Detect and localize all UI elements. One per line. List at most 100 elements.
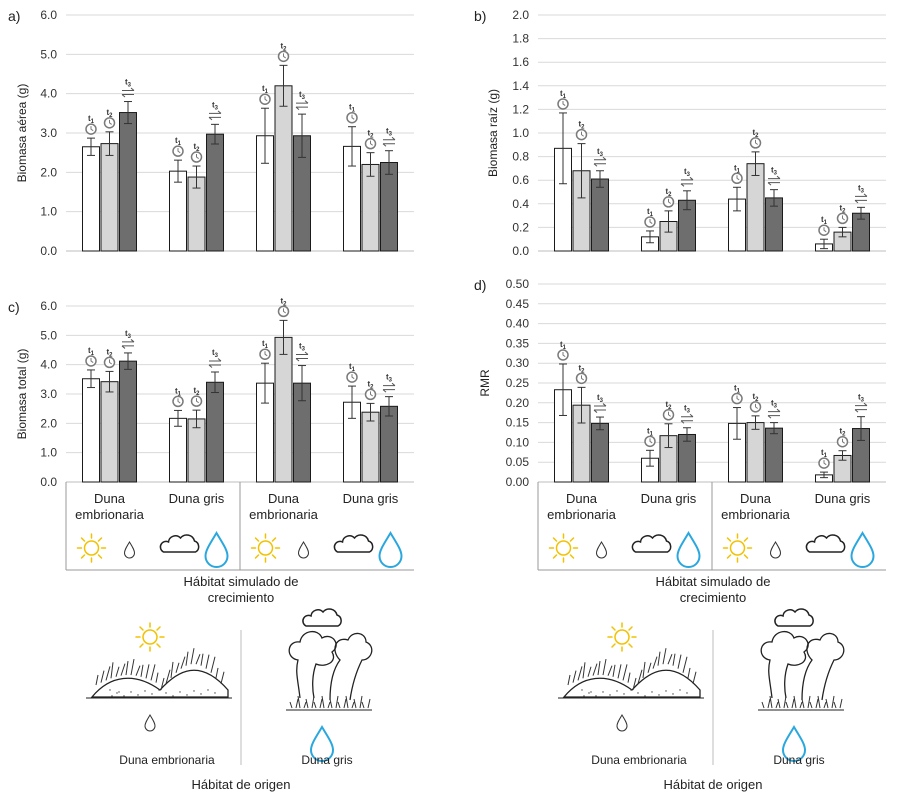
clock-hands (649, 218, 653, 224)
bar-t1-group-2 (169, 170, 187, 252)
arrow-right (681, 176, 694, 181)
clock-hands (351, 374, 355, 380)
arrow-left (854, 409, 867, 413)
time-label-t3: t3 (771, 166, 778, 177)
y-tick-label: 1.0 (40, 205, 57, 219)
y-tick-label: 6.0 (40, 8, 57, 22)
time-label-t2: t2 (839, 427, 846, 438)
arrow-right (122, 339, 135, 343)
origin-illustration-left: Duna embrionaria Duna gris Hábitat de orig… (86, 608, 373, 792)
time-label-t1: t1 (560, 340, 567, 351)
arrow-left (295, 106, 308, 111)
cloud-icon (333, 534, 374, 553)
clock-icon (818, 224, 830, 236)
arrow-left (121, 345, 134, 349)
clock-hands (842, 438, 845, 444)
clock-icon (85, 355, 97, 367)
clock-icon (836, 435, 849, 448)
time-label-t3: t3 (771, 399, 778, 410)
x-axis-title-right: Hábitat simulado de crecimiento (656, 574, 771, 605)
arrow-right (768, 175, 781, 180)
dune-sketch (86, 648, 232, 699)
clock-icon (731, 172, 743, 185)
swap-arrows-icon (295, 351, 309, 362)
time-label-t2: t2 (839, 203, 846, 214)
clock-hands (736, 395, 740, 401)
arrow-left (593, 163, 606, 167)
water-drop-large-icon (204, 532, 229, 568)
time-label-t1: t1 (349, 362, 356, 373)
y-tick-label: 1.4 (512, 79, 529, 93)
clock-icon (259, 93, 271, 105)
clock-icon (644, 435, 656, 448)
time-label-t3: t3 (386, 373, 393, 384)
clock-hands (668, 198, 671, 204)
sand-dot (679, 689, 681, 691)
chart-panel-b: 0.0 0.2 0.4 0.6 0.8 1.0 1.2 1.4 1.6 1.8 2.0 Biomasa… (474, 8, 886, 258)
clock-icon (818, 457, 830, 469)
y-tick-label: 0.15 (506, 416, 530, 430)
sand-dot (637, 692, 639, 694)
clock-icon (364, 388, 377, 401)
sand-dot (583, 695, 585, 697)
swap-arrows-icon (593, 403, 607, 413)
clock-icon (346, 371, 358, 383)
y-tick-label: 0.0 (40, 475, 57, 489)
origin-label-left: Duna embrionaria (591, 753, 687, 767)
group-label: Duna gris (169, 491, 225, 506)
bar-t3-group-1 (119, 112, 137, 252)
bar-t3-group-1 (591, 178, 609, 252)
origin-label-right: Duna gris (301, 753, 352, 767)
y-tick-label: 2.0 (40, 416, 57, 430)
sun-icon (250, 533, 281, 563)
sand-dot (658, 694, 660, 696)
bar-t2-group-3 (746, 163, 765, 252)
y-tick-label: 1.2 (512, 102, 529, 116)
group-label: Duna embrionaria (75, 491, 144, 522)
arrow-right (383, 382, 396, 387)
clock-icon (557, 349, 569, 361)
time-label-t1: t1 (560, 89, 567, 100)
bar-t3-group-4 (380, 162, 398, 252)
cloud-icon (805, 534, 846, 553)
time-label-t2: t2 (367, 379, 374, 390)
swap-arrows-icon (680, 176, 694, 187)
sand-dot (581, 689, 583, 691)
clock-icon (575, 372, 588, 385)
arrow-right (296, 351, 309, 356)
swap-arrows-icon (208, 110, 222, 121)
time-label-t1: t1 (734, 384, 741, 395)
arrow-left (121, 94, 134, 98)
time-label-t3: t3 (858, 183, 865, 194)
arrow-right (383, 136, 396, 141)
group-label: Duna gris (641, 491, 697, 506)
clock-hands (109, 359, 112, 365)
y-tick-label: 1.6 (512, 55, 529, 69)
arrow-right (122, 87, 135, 92)
clock-icon (364, 137, 377, 150)
water-drop-large-icon (850, 532, 875, 568)
clock-icon (749, 137, 762, 149)
bar-t3-group-3 (765, 427, 783, 483)
time-label-t1: t1 (349, 103, 356, 114)
bar-t3-group-1 (119, 360, 137, 483)
clock-hands (177, 148, 181, 154)
bar-t3-group-4 (380, 405, 398, 483)
clock-icon (731, 392, 743, 405)
y-tick-label: 0.30 (506, 356, 530, 370)
group-label: Duna embrionaria (249, 491, 318, 522)
clock-hands (649, 438, 653, 444)
arrow-left (854, 199, 867, 204)
time-label-t3: t3 (684, 167, 691, 178)
arrow-right (296, 100, 309, 104)
clock-hands (562, 351, 566, 357)
sand-dot (165, 692, 167, 694)
sand-dot (116, 692, 118, 694)
arrow-left (382, 389, 395, 393)
sand-dot (616, 690, 618, 692)
tree-left (760, 631, 809, 699)
bar-t2-group-3 (274, 336, 293, 483)
water-drop-small-icon (596, 541, 607, 559)
bar-t2-group-4 (361, 163, 380, 252)
